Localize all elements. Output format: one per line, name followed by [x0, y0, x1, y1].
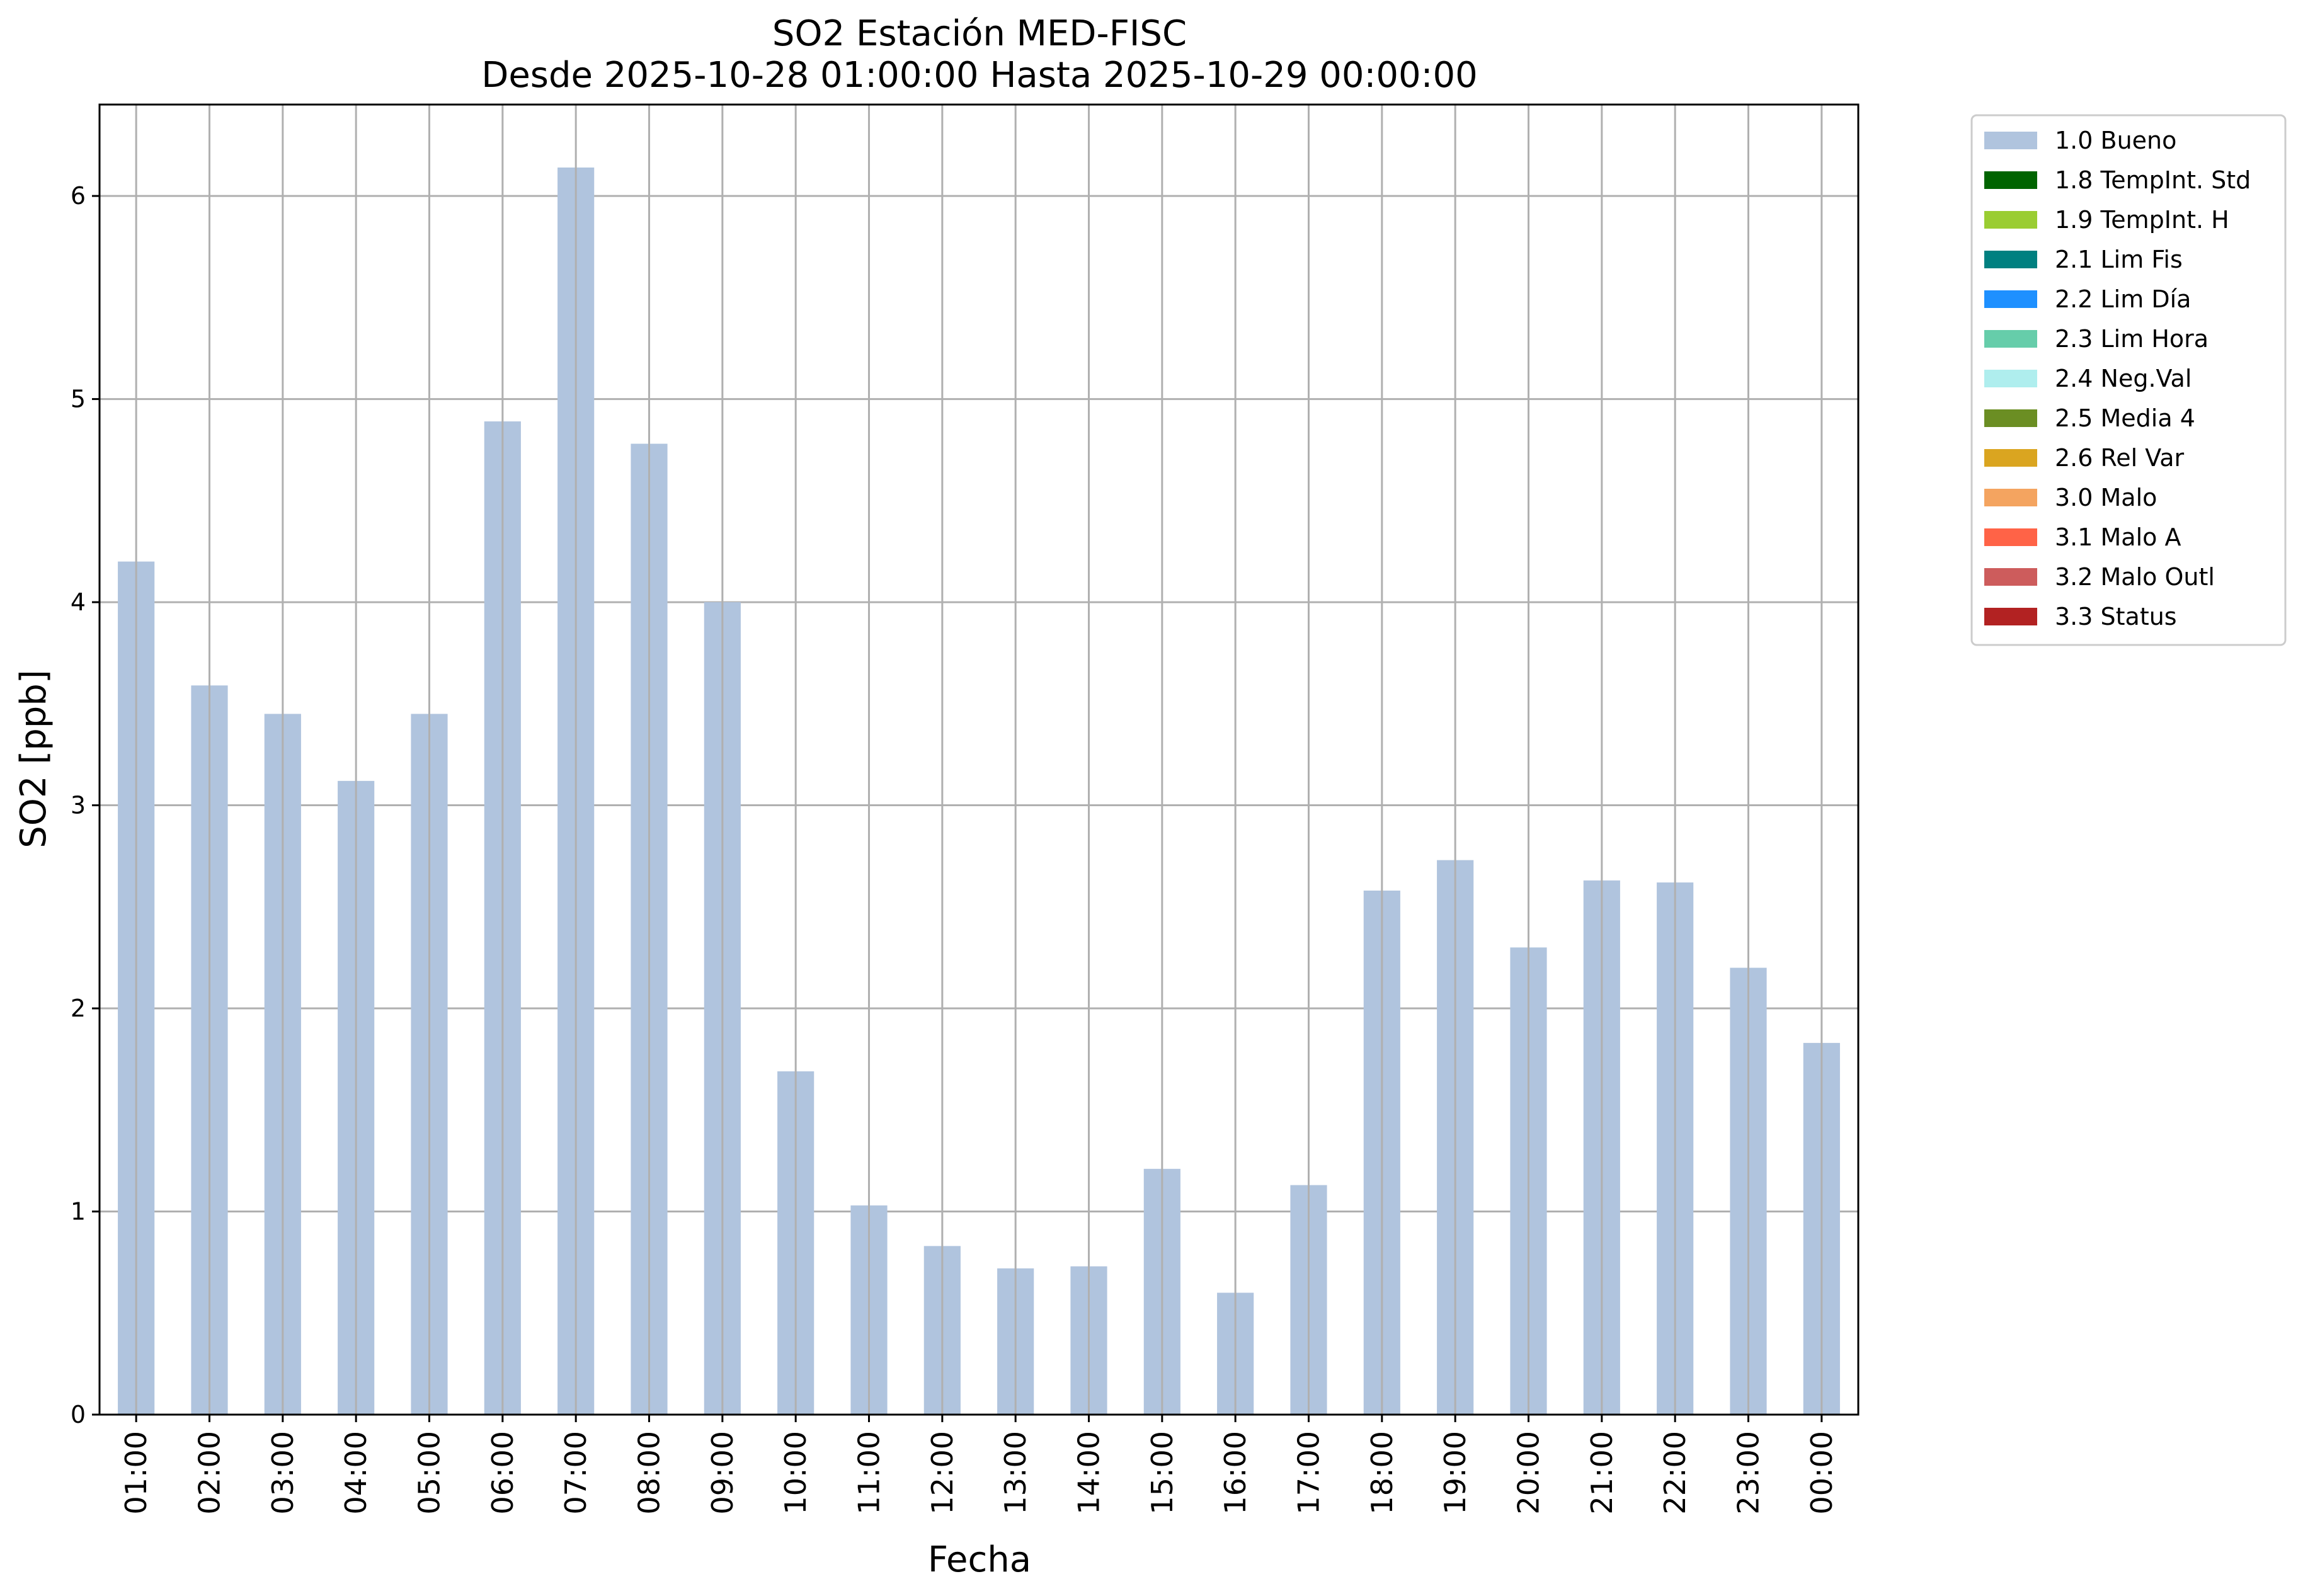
legend-box [1970, 114, 2287, 646]
legend: 1.0 Bueno 1.8 TempInt. Std 1.9 TempInt. H 2… [1970, 114, 2287, 646]
x-tick-label: 17:00 [1292, 1431, 1326, 1515]
x-tick-label: 13:00 [998, 1431, 1032, 1515]
x-tick-label: 03:00 [266, 1431, 300, 1515]
x-tick-label: 10:00 [779, 1431, 813, 1515]
legend-swatch [1984, 489, 2037, 506]
x-tick-label: 21:00 [1585, 1431, 1619, 1515]
x-tick-label: 18:00 [1365, 1431, 1399, 1515]
x-tick-label: 09:00 [706, 1431, 740, 1515]
legend-label: 1.9 TempInt. H [2055, 206, 2229, 234]
x-tick-label: 02:00 [193, 1431, 227, 1515]
x-tick-label: 15:00 [1145, 1431, 1179, 1515]
x-axis-label: Fecha [928, 1539, 1031, 1580]
x-tick-label: 08:00 [632, 1431, 666, 1515]
legend-label: 2.4 Neg.Val [2055, 365, 2192, 392]
x-tick-label: 00:00 [1805, 1431, 1839, 1515]
legend-label: 1.0 Bueno [2055, 127, 2176, 154]
legend-label: 3.1 Malo A [2055, 523, 2181, 551]
x-tick-label: 19:00 [1438, 1431, 1472, 1515]
x-tick-label: 14:00 [1072, 1431, 1106, 1515]
legend-swatch [1984, 251, 2037, 268]
vertical-grid-lines [135, 105, 1823, 1415]
x-tick-label: 07:00 [559, 1431, 593, 1515]
x-tick-label: 16:00 [1218, 1431, 1252, 1515]
legend-swatch [1984, 528, 2037, 546]
legend-label: 2.1 Lim Fis [2055, 246, 2183, 273]
y-tick-label: 0 [71, 1401, 86, 1428]
legend-swatch [1984, 449, 2037, 467]
legend-swatch [1984, 409, 2037, 427]
y-tick-label: 1 [71, 1198, 86, 1226]
x-tick-label: 04:00 [339, 1431, 373, 1515]
legend-swatch [1984, 370, 2037, 387]
legend-label: 2.2 Lim Día [2055, 285, 2191, 313]
y-tick-label: 6 [71, 182, 86, 210]
legend-label: 2.5 Media 4 [2055, 404, 2195, 432]
legend-swatch [1984, 211, 2037, 229]
plot-frame [98, 103, 1860, 1416]
legend-swatch [1984, 171, 2037, 189]
legend-label: 1.8 TempInt. Std [2055, 166, 2251, 194]
x-tick-label: 05:00 [413, 1431, 447, 1515]
legend-swatch [1984, 132, 2037, 149]
legend-label: 2.6 Rel Var [2055, 444, 2185, 472]
y-axis-label: SO2 [ppb] [13, 670, 54, 848]
y-axis-ticks: 0 1 2 3 4 5 6 [71, 182, 100, 1428]
y-tick-label: 3 [71, 792, 86, 819]
x-tick-label: 06:00 [486, 1431, 520, 1515]
legend-label: 2.3 Lim Hora [2055, 325, 2209, 353]
chart-title: SO2 Estación MED-FISC [772, 13, 1187, 54]
legend-swatch [1984, 290, 2037, 308]
x-tick-label: 12:00 [925, 1431, 959, 1515]
legend-swatch [1984, 568, 2037, 586]
legend-label: 3.0 Malo [2055, 484, 2157, 511]
legend-swatch [1984, 330, 2037, 348]
x-tick-label: 01:00 [119, 1431, 153, 1515]
x-tick-label: 11:00 [852, 1431, 886, 1515]
legend-label: 3.2 Malo Outl [2055, 563, 2215, 591]
chart-subtitle: Desde 2025-10-28 01:00:00 Hasta 2025-10-… [481, 55, 1478, 96]
y-tick-label: 4 [71, 588, 86, 616]
y-tick-label: 2 [71, 995, 86, 1022]
x-tick-label: 22:00 [1658, 1431, 1692, 1515]
legend-label: 3.3 Status [2055, 603, 2177, 630]
x-tick-label: 23:00 [1732, 1431, 1766, 1515]
x-axis-ticks: 01:00 02:00 03:00 04:00 05:00 06:00 07:00 08:00… [119, 1415, 1839, 1515]
legend-swatch [1984, 608, 2037, 625]
y-tick-label: 5 [71, 385, 86, 413]
x-tick-label: 20:00 [1512, 1431, 1546, 1515]
